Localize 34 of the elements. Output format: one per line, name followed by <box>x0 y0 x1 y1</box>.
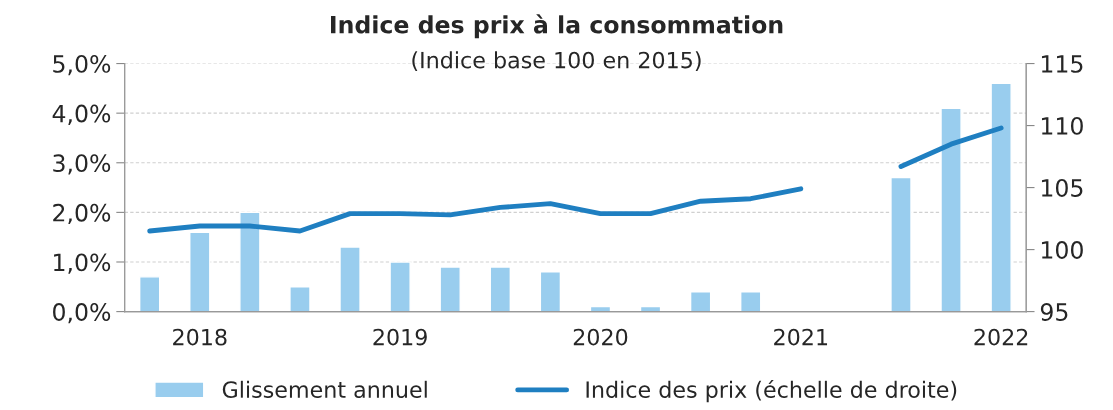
y2-tick-label: 105 <box>1041 179 1083 197</box>
bar <box>439 266 461 312</box>
bar <box>689 291 712 312</box>
bar <box>389 261 411 312</box>
bar <box>339 246 361 312</box>
bar <box>239 211 261 312</box>
legend-label: Indice des prix (échelle de droite) <box>586 379 957 403</box>
x-tick-label: 2019 <box>373 328 427 346</box>
chart-title: Indice des prix à la consommation <box>331 14 783 39</box>
x-tick-label: 2022 <box>974 328 1028 346</box>
x-tick-label: 2021 <box>774 328 828 346</box>
bar <box>740 291 762 312</box>
bar <box>890 176 912 312</box>
y-tick-label: 1,0% <box>54 253 111 274</box>
y-tick-label: 4,0% <box>52 104 111 125</box>
bar <box>539 271 562 312</box>
y2-tick-label: 110 <box>1041 117 1083 135</box>
bar <box>940 107 962 312</box>
bar <box>990 82 1012 312</box>
y2-tick-label: 100 <box>1041 241 1083 259</box>
chart-subtitle: (Indice base 100 en 2015) <box>412 51 701 72</box>
y-tick-label: 0,0% <box>53 303 111 324</box>
bar <box>489 266 512 312</box>
x-tick-label: 2018 <box>173 328 227 346</box>
bar <box>289 286 311 312</box>
y2-tick-label: 95 <box>1040 303 1068 321</box>
y-tick-label: 3,0% <box>53 154 111 175</box>
x-tick-label: 2020 <box>573 328 628 346</box>
y-tick-label: 5,0% <box>53 55 111 76</box>
bar <box>138 276 161 312</box>
bar <box>189 231 211 312</box>
legend-label: Glissement annuel <box>222 380 427 398</box>
y2-tick-label: 115 <box>1041 55 1083 73</box>
y-tick-label: 2,0% <box>53 203 111 225</box>
